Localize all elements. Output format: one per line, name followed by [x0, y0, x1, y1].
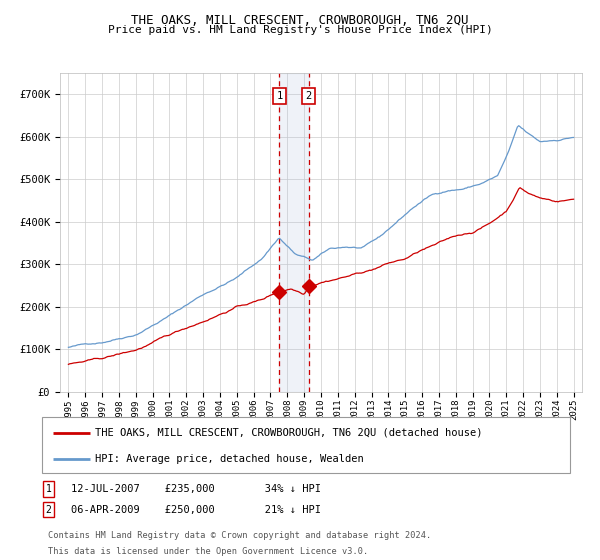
Text: 1: 1: [276, 91, 283, 101]
Text: 06-APR-2009    £250,000        21% ↓ HPI: 06-APR-2009 £250,000 21% ↓ HPI: [71, 505, 321, 515]
Text: Price paid vs. HM Land Registry's House Price Index (HPI): Price paid vs. HM Land Registry's House …: [107, 25, 493, 35]
Text: This data is licensed under the Open Government Licence v3.0.: This data is licensed under the Open Gov…: [49, 547, 368, 556]
Text: HPI: Average price, detached house, Wealden: HPI: Average price, detached house, Weal…: [95, 454, 364, 464]
Text: 2: 2: [46, 505, 51, 515]
Text: Contains HM Land Registry data © Crown copyright and database right 2024.: Contains HM Land Registry data © Crown c…: [49, 531, 431, 540]
Text: THE OAKS, MILL CRESCENT, CROWBOROUGH, TN6 2QU: THE OAKS, MILL CRESCENT, CROWBOROUGH, TN…: [131, 14, 469, 27]
Text: 12-JUL-2007    £235,000        34% ↓ HPI: 12-JUL-2007 £235,000 34% ↓ HPI: [71, 484, 321, 494]
Bar: [280, 73, 308, 392]
Text: 2: 2: [305, 91, 311, 101]
Text: THE OAKS, MILL CRESCENT, CROWBOROUGH, TN6 2QU (detached house): THE OAKS, MILL CRESCENT, CROWBOROUGH, TN…: [95, 428, 482, 438]
Text: 1: 1: [46, 484, 51, 494]
FancyBboxPatch shape: [42, 417, 570, 473]
